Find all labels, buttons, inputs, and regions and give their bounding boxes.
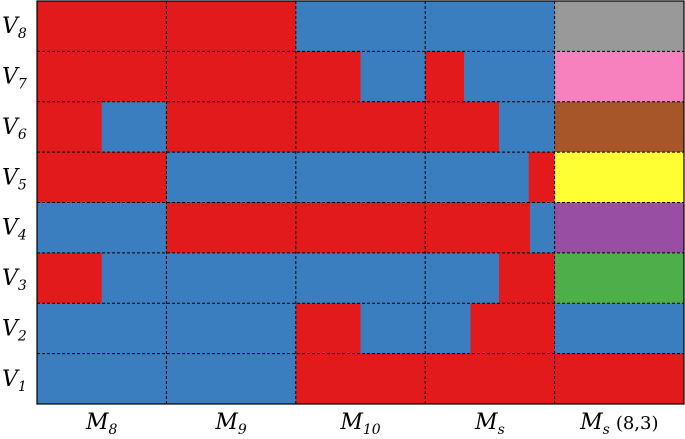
cell-segment-r7-c3-1 xyxy=(295,303,361,355)
column-label: Ms xyxy=(474,410,505,438)
cell-segment-r3-c3-1 xyxy=(295,101,426,153)
row-label-letter: V xyxy=(2,367,20,392)
row-label-subscript: 4 xyxy=(17,228,27,244)
cell-segment-r7-c3-2 xyxy=(360,303,426,355)
column-label-letter: M xyxy=(85,410,109,435)
row-label: V4 xyxy=(2,216,27,244)
row-label-subscript: 8 xyxy=(18,26,27,42)
cell-segment-r7-c5-1 xyxy=(554,303,685,355)
cell-segment-r1-c2-1 xyxy=(166,1,297,52)
row-label-letter: V xyxy=(2,216,20,241)
cell-segment-r3-c1-1 xyxy=(37,101,103,153)
column-label-subscript: s xyxy=(603,422,610,438)
column-label-subscript: 8 xyxy=(109,422,118,438)
cell-segment-r4-c1-1 xyxy=(37,152,167,203)
row-label: V3 xyxy=(2,266,27,294)
cell-segment-r6-c1-2 xyxy=(101,252,167,304)
column-label-extra: (8,3) xyxy=(616,413,659,434)
cell-segment-r5-c5-1 xyxy=(554,202,685,254)
cell-segment-r1-c1-1 xyxy=(37,1,167,52)
column-label-letter: M xyxy=(579,410,603,435)
cell-segment-r5-c1-1 xyxy=(37,202,167,254)
row-label-subscript: 6 xyxy=(18,127,27,143)
column-label: M9 xyxy=(214,410,247,438)
cell-segment-r1-c3-1 xyxy=(295,1,426,52)
column-label: M8 xyxy=(85,410,118,438)
row-label-letter: V xyxy=(2,266,20,291)
cell-segment-r6-c4-1 xyxy=(425,252,500,304)
cell-segment-r2-c3-1 xyxy=(295,51,361,103)
column-label: M10 xyxy=(339,410,380,438)
row-label-letter: V xyxy=(2,115,20,140)
cell-segment-r3-c2-1 xyxy=(166,101,297,153)
cell-segment-r2-c2-1 xyxy=(166,51,297,103)
cell-segment-r8-c3-1 xyxy=(295,353,426,405)
cell-segment-r6-c2-1 xyxy=(166,252,297,304)
cell-segment-r6-c4-2 xyxy=(498,252,556,304)
row-label: V6 xyxy=(2,115,27,143)
column-label-letter: M xyxy=(474,410,498,435)
plot-frame xyxy=(36,0,685,405)
column-label-layer: M8 M9 M10 Ms Ms (8,3) xyxy=(85,410,659,438)
cell-segment-r6-c5-1 xyxy=(554,252,685,304)
row-label-subscript: 2 xyxy=(17,328,27,344)
cell-segment-r1-c5-1 xyxy=(554,1,685,52)
cell-segment-r7-c1-1 xyxy=(37,303,167,355)
row-label-letter: V xyxy=(2,316,20,341)
column-label: Ms (8,3) xyxy=(579,410,658,438)
cell-layer xyxy=(37,1,685,405)
cell-segment-r4-c5-1 xyxy=(554,152,685,203)
cell-segment-r4-c4-2 xyxy=(528,152,556,203)
cell-segment-r3-c4-2 xyxy=(498,101,556,153)
row-label-letter: V xyxy=(2,14,20,39)
cell-segment-r5-c4-1 xyxy=(425,202,531,254)
row-label-subscript: 3 xyxy=(18,278,27,294)
row-label-letter: V xyxy=(2,165,20,190)
cell-segment-r8-c4-1 xyxy=(425,353,556,405)
column-label-letter: M xyxy=(214,410,238,435)
cell-segment-r3-c4-1 xyxy=(425,101,500,153)
cell-segment-r2-c5-1 xyxy=(554,51,685,103)
cell-segment-r8-c1-1 xyxy=(37,353,167,405)
cell-segment-r5-c3-1 xyxy=(295,202,426,254)
cell-segment-r2-c4-2 xyxy=(464,51,556,103)
row-label: V5 xyxy=(2,165,27,193)
row-label: V1 xyxy=(2,367,27,395)
row-label: V2 xyxy=(2,316,27,344)
cell-segment-r4-c4-1 xyxy=(425,152,530,203)
column-label-subscript: 10 xyxy=(363,422,381,438)
row-label: V8 xyxy=(2,14,27,42)
cell-segment-r7-c4-1 xyxy=(425,303,471,355)
cell-segment-r2-c4-1 xyxy=(425,51,465,103)
column-label-subscript: s xyxy=(498,422,505,438)
cell-segment-r2-c1-1 xyxy=(37,51,167,103)
cell-segment-r4-c2-1 xyxy=(166,152,297,203)
grid-layer xyxy=(36,0,685,405)
column-label-letter: M xyxy=(339,410,363,435)
cell-segment-r3-c1-2 xyxy=(101,101,167,153)
row-label-subscript: 7 xyxy=(18,77,27,93)
cell-segment-r3-c5-1 xyxy=(554,101,685,153)
cell-segment-r8-c2-1 xyxy=(166,353,297,405)
column-label-subscript: 9 xyxy=(238,422,247,438)
cell-segment-r6-c1-1 xyxy=(37,252,103,304)
cell-segment-r1-c4-1 xyxy=(425,1,556,52)
row-label: V7 xyxy=(2,65,27,93)
cell-segment-r7-c4-2 xyxy=(470,303,556,355)
row-label-letter: V xyxy=(2,65,20,90)
row-label-subscript: 1 xyxy=(18,379,27,395)
cell-segment-r7-c2-1 xyxy=(166,303,297,355)
cell-segment-r8-c5-1 xyxy=(554,353,685,405)
cell-segment-r5-c2-1 xyxy=(166,202,297,254)
cell-segment-r5-c4-2 xyxy=(530,202,556,254)
row-label-subscript: 5 xyxy=(18,177,27,193)
cell-segment-r6-c3-1 xyxy=(295,252,426,304)
cell-segment-r2-c3-2 xyxy=(360,51,426,103)
cell-segment-r4-c3-1 xyxy=(295,152,426,203)
